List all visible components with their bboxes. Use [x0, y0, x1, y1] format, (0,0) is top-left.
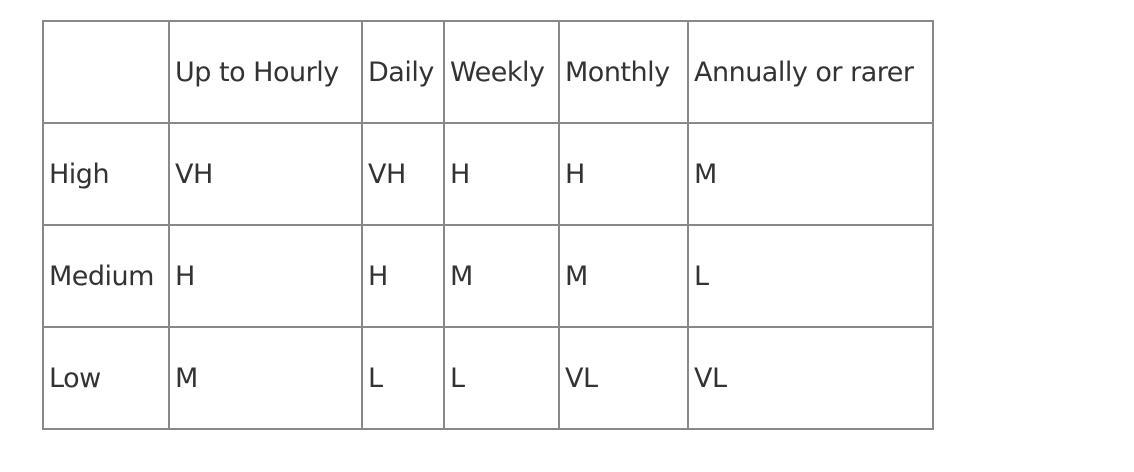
table-cell: H — [361, 224, 445, 328]
table-row-low: Low M L L VL VL — [42, 326, 934, 430]
header-cell-monthly: Monthly — [558, 20, 689, 124]
table-cell: VH — [168, 122, 363, 226]
table-cell: H — [558, 122, 689, 226]
header-row: Up to Hourly Daily Weekly Monthly Annual… — [42, 20, 934, 124]
header-corner-cell — [42, 20, 170, 124]
table-cell: VH — [361, 122, 445, 226]
header-cell-weekly: Weekly — [443, 20, 560, 124]
table-cell: VL — [687, 326, 934, 430]
table-row-medium: Medium H H M M L — [42, 224, 934, 328]
table-cell: L — [687, 224, 934, 328]
header-cell-annually-or-rarer: Annually or rarer — [687, 20, 934, 124]
table-cell: H — [168, 224, 363, 328]
row-label-high: High — [42, 122, 170, 226]
table-cell: L — [361, 326, 445, 430]
table-cell: M — [687, 122, 934, 226]
row-label-medium: Medium — [42, 224, 170, 328]
table-cell: M — [168, 326, 363, 430]
table-cell: H — [443, 122, 560, 226]
table-cell: M — [558, 224, 689, 328]
header-cell-up-to-hourly: Up to Hourly — [168, 20, 363, 124]
table-row-high: High VH VH H H M — [42, 122, 934, 226]
risk-matrix-table: Up to Hourly Daily Weekly Monthly Annual… — [42, 20, 934, 430]
table-cell: L — [443, 326, 560, 430]
table-cell: VL — [558, 326, 689, 430]
table-cell: M — [443, 224, 560, 328]
header-cell-daily: Daily — [361, 20, 445, 124]
row-label-low: Low — [42, 326, 170, 430]
